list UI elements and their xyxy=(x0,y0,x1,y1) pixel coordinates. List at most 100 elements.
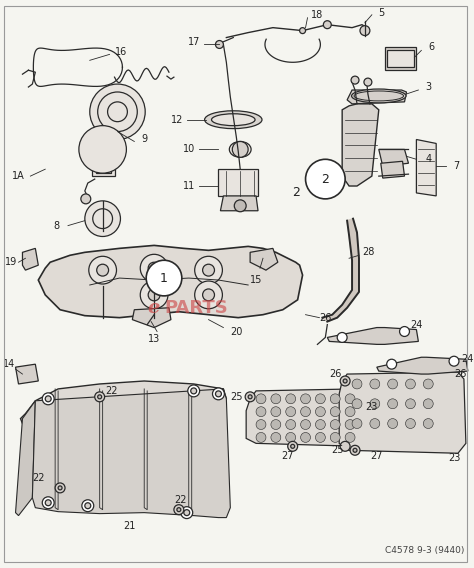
Circle shape xyxy=(315,420,325,429)
Circle shape xyxy=(406,419,415,428)
Circle shape xyxy=(340,441,350,451)
Polygon shape xyxy=(377,357,468,374)
Polygon shape xyxy=(22,248,38,270)
Circle shape xyxy=(202,264,214,276)
Circle shape xyxy=(423,379,433,389)
Circle shape xyxy=(352,379,362,389)
Circle shape xyxy=(140,281,168,309)
Polygon shape xyxy=(339,372,466,453)
Circle shape xyxy=(323,20,331,28)
Text: 15: 15 xyxy=(250,275,262,285)
Polygon shape xyxy=(20,381,227,424)
Polygon shape xyxy=(250,248,278,270)
Circle shape xyxy=(353,448,357,452)
Circle shape xyxy=(248,395,252,399)
Circle shape xyxy=(146,260,182,296)
Circle shape xyxy=(388,399,398,409)
Circle shape xyxy=(148,289,160,301)
Circle shape xyxy=(234,200,246,212)
Polygon shape xyxy=(16,401,36,516)
Circle shape xyxy=(98,395,101,399)
Text: C4578 9-3 (9440): C4578 9-3 (9440) xyxy=(384,546,464,555)
Text: 24: 24 xyxy=(410,320,423,329)
Text: 11: 11 xyxy=(182,181,195,191)
Circle shape xyxy=(140,254,168,282)
Circle shape xyxy=(191,388,197,394)
Circle shape xyxy=(423,419,433,428)
Circle shape xyxy=(288,441,298,451)
Circle shape xyxy=(89,256,117,284)
Polygon shape xyxy=(38,245,302,318)
Polygon shape xyxy=(349,232,359,260)
Text: 2: 2 xyxy=(321,173,329,186)
Ellipse shape xyxy=(229,141,251,157)
Text: 2: 2 xyxy=(292,186,300,199)
Text: 13: 13 xyxy=(148,335,160,344)
Text: 26: 26 xyxy=(319,312,331,323)
Circle shape xyxy=(174,505,184,515)
Circle shape xyxy=(301,394,310,404)
Circle shape xyxy=(202,289,214,301)
Polygon shape xyxy=(219,169,258,196)
Circle shape xyxy=(315,432,325,442)
Text: 8: 8 xyxy=(53,220,59,231)
Circle shape xyxy=(301,420,310,429)
Text: 27: 27 xyxy=(371,451,383,461)
Circle shape xyxy=(271,432,281,442)
Circle shape xyxy=(85,503,91,509)
Circle shape xyxy=(184,509,190,516)
Circle shape xyxy=(330,420,340,429)
Text: 25: 25 xyxy=(230,392,243,402)
Circle shape xyxy=(337,332,347,343)
Circle shape xyxy=(345,394,355,404)
Circle shape xyxy=(271,394,281,404)
Circle shape xyxy=(400,327,410,336)
Polygon shape xyxy=(328,328,419,344)
Circle shape xyxy=(45,500,51,506)
Circle shape xyxy=(351,76,359,84)
Text: 26: 26 xyxy=(455,369,467,379)
Text: 22: 22 xyxy=(32,473,45,483)
Polygon shape xyxy=(347,219,357,236)
Text: 28: 28 xyxy=(363,247,375,257)
Polygon shape xyxy=(92,149,115,176)
Polygon shape xyxy=(379,149,409,166)
Text: e: e xyxy=(147,299,160,317)
Circle shape xyxy=(216,40,223,48)
Text: 17: 17 xyxy=(188,37,200,48)
Circle shape xyxy=(449,356,459,366)
Circle shape xyxy=(97,264,109,276)
Circle shape xyxy=(291,444,295,448)
Circle shape xyxy=(55,483,65,493)
Circle shape xyxy=(315,407,325,417)
Circle shape xyxy=(345,432,355,442)
Circle shape xyxy=(271,420,281,429)
Circle shape xyxy=(188,385,200,397)
Ellipse shape xyxy=(205,111,262,128)
Circle shape xyxy=(301,432,310,442)
Circle shape xyxy=(45,396,51,402)
Circle shape xyxy=(345,407,355,417)
Circle shape xyxy=(388,379,398,389)
Text: 23: 23 xyxy=(448,453,460,463)
Circle shape xyxy=(330,394,340,404)
Text: 7: 7 xyxy=(453,161,459,171)
Circle shape xyxy=(82,500,94,512)
Text: 3: 3 xyxy=(425,82,431,92)
Text: 14: 14 xyxy=(2,359,15,369)
Circle shape xyxy=(352,419,362,428)
Circle shape xyxy=(343,379,347,383)
Circle shape xyxy=(370,419,380,428)
Text: 5: 5 xyxy=(379,8,385,18)
Circle shape xyxy=(286,432,296,442)
Text: 16: 16 xyxy=(115,47,128,57)
Circle shape xyxy=(315,394,325,404)
Text: 27: 27 xyxy=(282,451,294,461)
Circle shape xyxy=(286,394,296,404)
Circle shape xyxy=(406,379,415,389)
Text: 24: 24 xyxy=(462,354,474,364)
Circle shape xyxy=(90,84,145,140)
Circle shape xyxy=(256,407,266,417)
Text: 10: 10 xyxy=(182,144,195,154)
Circle shape xyxy=(306,159,345,199)
